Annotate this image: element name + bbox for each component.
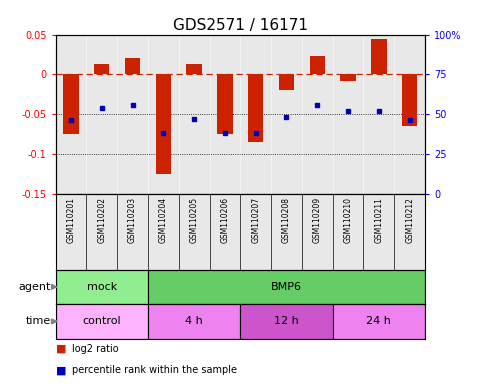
Text: GSM110203: GSM110203 bbox=[128, 197, 137, 243]
Text: GSM110210: GSM110210 bbox=[343, 197, 353, 243]
Text: agent: agent bbox=[18, 282, 51, 292]
Bar bbox=[56, 304, 148, 339]
Text: ■: ■ bbox=[56, 344, 66, 354]
Text: GSM110201: GSM110201 bbox=[67, 197, 75, 243]
Bar bbox=[156, 74, 171, 174]
Text: GSM110209: GSM110209 bbox=[313, 197, 322, 243]
Text: GDS2571 / 16171: GDS2571 / 16171 bbox=[173, 18, 308, 33]
Text: GSM110205: GSM110205 bbox=[190, 197, 199, 243]
Text: mock: mock bbox=[86, 282, 117, 292]
Bar bbox=[341, 74, 356, 81]
Bar bbox=[63, 74, 79, 134]
Bar bbox=[186, 64, 202, 74]
Bar bbox=[56, 270, 148, 304]
Bar bbox=[279, 74, 294, 90]
Bar bbox=[371, 38, 386, 74]
Text: time: time bbox=[26, 316, 51, 326]
Text: BMP6: BMP6 bbox=[271, 282, 302, 292]
Bar bbox=[217, 74, 233, 134]
Text: 4 h: 4 h bbox=[185, 316, 203, 326]
Bar bbox=[248, 74, 263, 142]
Bar bbox=[125, 58, 140, 74]
Bar bbox=[310, 56, 325, 74]
Bar bbox=[148, 304, 241, 339]
Bar bbox=[148, 270, 425, 304]
Text: GSM110208: GSM110208 bbox=[282, 197, 291, 243]
Text: GSM110207: GSM110207 bbox=[251, 197, 260, 243]
Text: 12 h: 12 h bbox=[274, 316, 299, 326]
Text: GSM110204: GSM110204 bbox=[159, 197, 168, 243]
Bar bbox=[94, 64, 110, 74]
Text: GSM110212: GSM110212 bbox=[405, 197, 414, 243]
Bar bbox=[240, 304, 333, 339]
Text: GSM110202: GSM110202 bbox=[97, 197, 106, 243]
Bar bbox=[402, 74, 417, 126]
Text: ■: ■ bbox=[56, 365, 66, 375]
Bar bbox=[333, 304, 425, 339]
Text: GSM110211: GSM110211 bbox=[374, 197, 384, 243]
Text: GSM110206: GSM110206 bbox=[220, 197, 229, 243]
Text: percentile rank within the sample: percentile rank within the sample bbox=[72, 365, 238, 375]
Text: control: control bbox=[83, 316, 121, 326]
Text: log2 ratio: log2 ratio bbox=[72, 344, 119, 354]
Text: 24 h: 24 h bbox=[367, 316, 391, 326]
